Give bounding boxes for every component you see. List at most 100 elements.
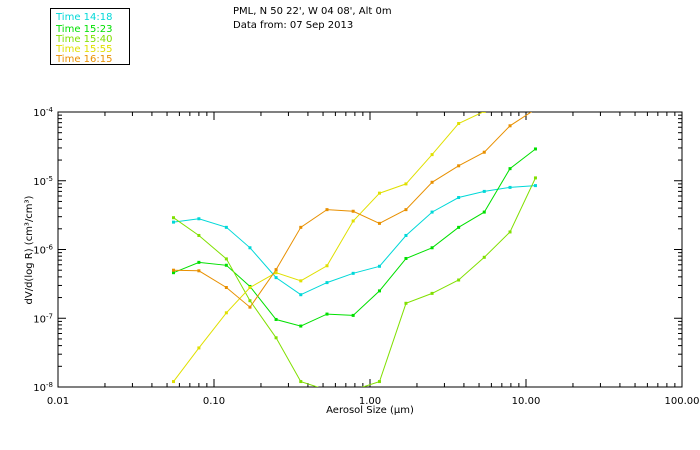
data-point — [248, 246, 252, 250]
data-point — [299, 279, 303, 283]
data-point — [377, 289, 381, 293]
x-tick-label: 10.00 — [512, 396, 541, 407]
data-point — [171, 271, 175, 275]
data-point — [274, 271, 278, 275]
x-tick-label: 1.00 — [359, 396, 381, 407]
data-point — [299, 225, 303, 229]
y-tick-exponent: -6 — [46, 244, 54, 252]
y-tick-mantissa: 10 — [33, 314, 46, 325]
data-point — [171, 268, 175, 272]
series-line-5 — [173, 112, 533, 308]
data-point — [325, 389, 328, 392]
data-point — [482, 150, 486, 154]
data-point — [404, 182, 408, 186]
axis-ticks: 0.01 0.10 1.00 10.00 100.0010-810-710-610-51… — [33, 106, 699, 407]
data-point — [482, 112, 486, 113]
data-point — [351, 209, 355, 213]
data-point — [325, 264, 329, 268]
y-tick-mantissa: 10 — [33, 177, 46, 188]
legend-item-3: Time 15:40 — [56, 34, 113, 45]
data-point — [274, 336, 278, 340]
x-tick-label: 0.10 — [203, 396, 225, 407]
data-point — [248, 305, 252, 309]
data-point — [197, 269, 201, 273]
data-point — [299, 324, 303, 328]
data-point — [377, 191, 381, 195]
y-tick-mantissa: 10 — [33, 246, 46, 257]
data-point — [248, 286, 252, 290]
data-point — [224, 311, 228, 315]
data-point — [404, 301, 408, 305]
data-point — [404, 233, 408, 237]
date-header: Data from: 07 Sep 2013 — [233, 20, 354, 31]
data-point — [352, 389, 355, 392]
data-point — [457, 225, 461, 229]
legend-item-4: Time 15:55 — [56, 44, 113, 55]
location-header: PML, N 50 22', W 04 08', Alt 0m — [233, 6, 392, 17]
data-point — [224, 257, 228, 261]
data-point — [508, 167, 512, 171]
data-point — [197, 346, 201, 350]
data-point — [508, 185, 512, 189]
data-point — [325, 208, 329, 212]
y-tick-exponent: -5 — [46, 175, 53, 183]
data-point — [533, 184, 537, 188]
series-line-1 — [173, 185, 536, 296]
data-point — [404, 256, 408, 260]
y-tick-label: 10-5 — [33, 175, 53, 188]
data-point — [508, 124, 512, 128]
x-axis-label: Aerosol Size (µm) — [326, 405, 414, 416]
data-point — [351, 219, 355, 223]
data-point — [482, 255, 486, 259]
data-point — [299, 380, 303, 384]
data-point — [533, 176, 537, 180]
y-tick-exponent: -8 — [46, 381, 53, 389]
data-point — [533, 147, 537, 151]
legend-item-5: Time 16:15 — [56, 54, 113, 65]
data-point — [274, 317, 278, 321]
y-axis-label: dV/d(log R) (cm³/cm³) — [24, 195, 35, 304]
data-point — [224, 225, 228, 229]
data-point — [457, 278, 461, 282]
data-point — [534, 108, 537, 111]
data-point — [457, 196, 461, 200]
y-tick-exponent: -4 — [46, 106, 54, 114]
legend-item-1: Time 14:18 — [56, 12, 113, 23]
data-point — [404, 208, 408, 212]
data-point — [508, 230, 512, 234]
series-line-4 — [173, 112, 485, 382]
plot-frame — [57, 111, 683, 388]
data-point — [430, 246, 434, 250]
data-point — [377, 380, 381, 384]
data-point — [197, 233, 201, 237]
x-tick-label: 0.01 — [47, 396, 69, 407]
data-point — [351, 313, 355, 317]
data-point — [197, 260, 201, 264]
data-point — [197, 217, 201, 221]
data-point — [534, 108, 537, 111]
data-point — [482, 189, 486, 193]
data-point — [299, 293, 303, 297]
series-line-3 — [173, 177, 536, 387]
data-point — [430, 153, 434, 157]
data-point — [171, 380, 175, 384]
data-point — [171, 216, 175, 220]
series-line-2 — [173, 148, 536, 327]
data-point — [224, 263, 228, 267]
data-point — [430, 210, 434, 214]
data-point — [274, 276, 278, 280]
x-tick-label: 100.00 — [665, 396, 700, 407]
data-point — [509, 108, 512, 111]
data-point — [248, 299, 252, 303]
data-point — [351, 271, 355, 275]
data-point — [430, 291, 434, 295]
y-tick-mantissa: 10 — [33, 108, 46, 119]
data-point — [274, 268, 278, 272]
y-tick-label: 10-8 — [33, 381, 53, 394]
data-point — [171, 220, 175, 224]
data-point — [325, 281, 329, 285]
y-tick-label: 10-6 — [33, 244, 53, 257]
data-point — [457, 164, 461, 168]
data-point — [482, 210, 486, 214]
